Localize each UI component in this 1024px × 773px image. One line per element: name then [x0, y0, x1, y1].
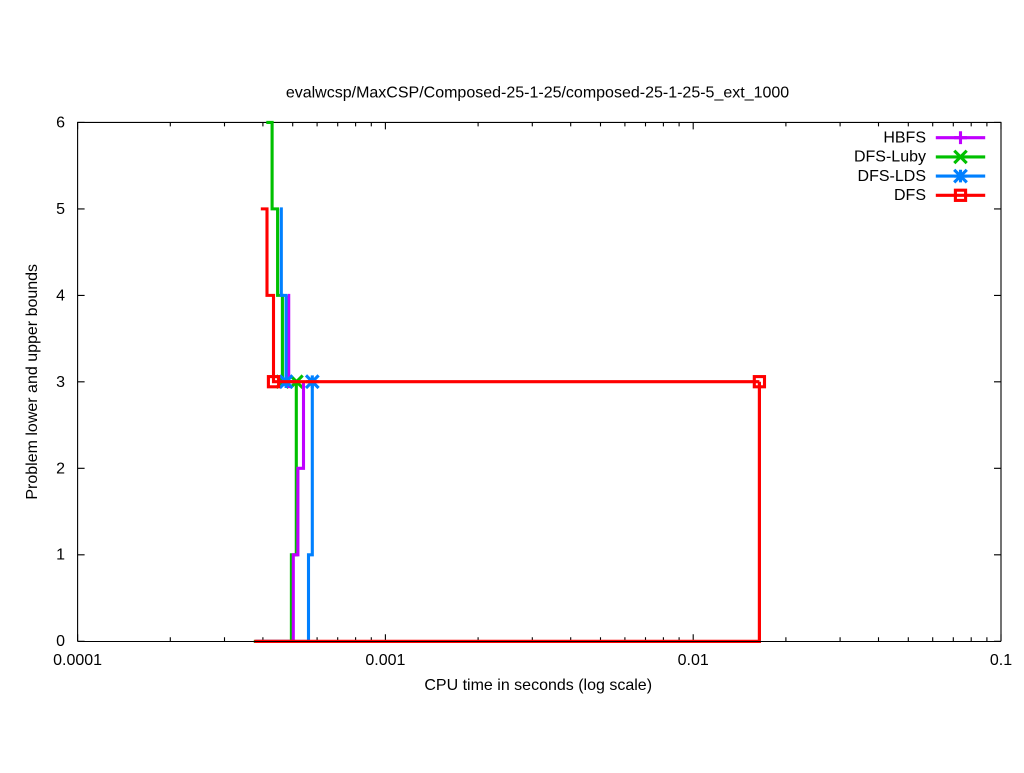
svg-text:1: 1 — [56, 547, 65, 564]
svg-text:0.0001: 0.0001 — [53, 652, 102, 669]
svg-text:3: 3 — [56, 374, 65, 391]
svg-text:0.001: 0.001 — [365, 652, 405, 669]
svg-text:2: 2 — [56, 460, 65, 477]
svg-text:DFS-LDS: DFS-LDS — [858, 168, 926, 185]
svg-text:HBFS: HBFS — [883, 129, 926, 146]
svg-text:evalwcsp/MaxCSP/Composed-25-1-: evalwcsp/MaxCSP/Composed-25-1-25/compose… — [286, 84, 789, 101]
svg-text:DFS: DFS — [894, 187, 926, 204]
svg-text:0.1: 0.1 — [990, 652, 1012, 669]
svg-text:CPU time in seconds (log scale: CPU time in seconds (log scale) — [424, 677, 652, 694]
svg-text:0: 0 — [56, 633, 65, 650]
svg-text:DFS-Luby: DFS-Luby — [854, 149, 926, 166]
svg-text:0.01: 0.01 — [678, 652, 709, 669]
svg-text:5: 5 — [56, 201, 65, 218]
svg-text:6: 6 — [56, 114, 65, 131]
svg-text:4: 4 — [56, 287, 65, 304]
svg-text:Problem lower and upper bounds: Problem lower and upper bounds — [24, 264, 41, 500]
